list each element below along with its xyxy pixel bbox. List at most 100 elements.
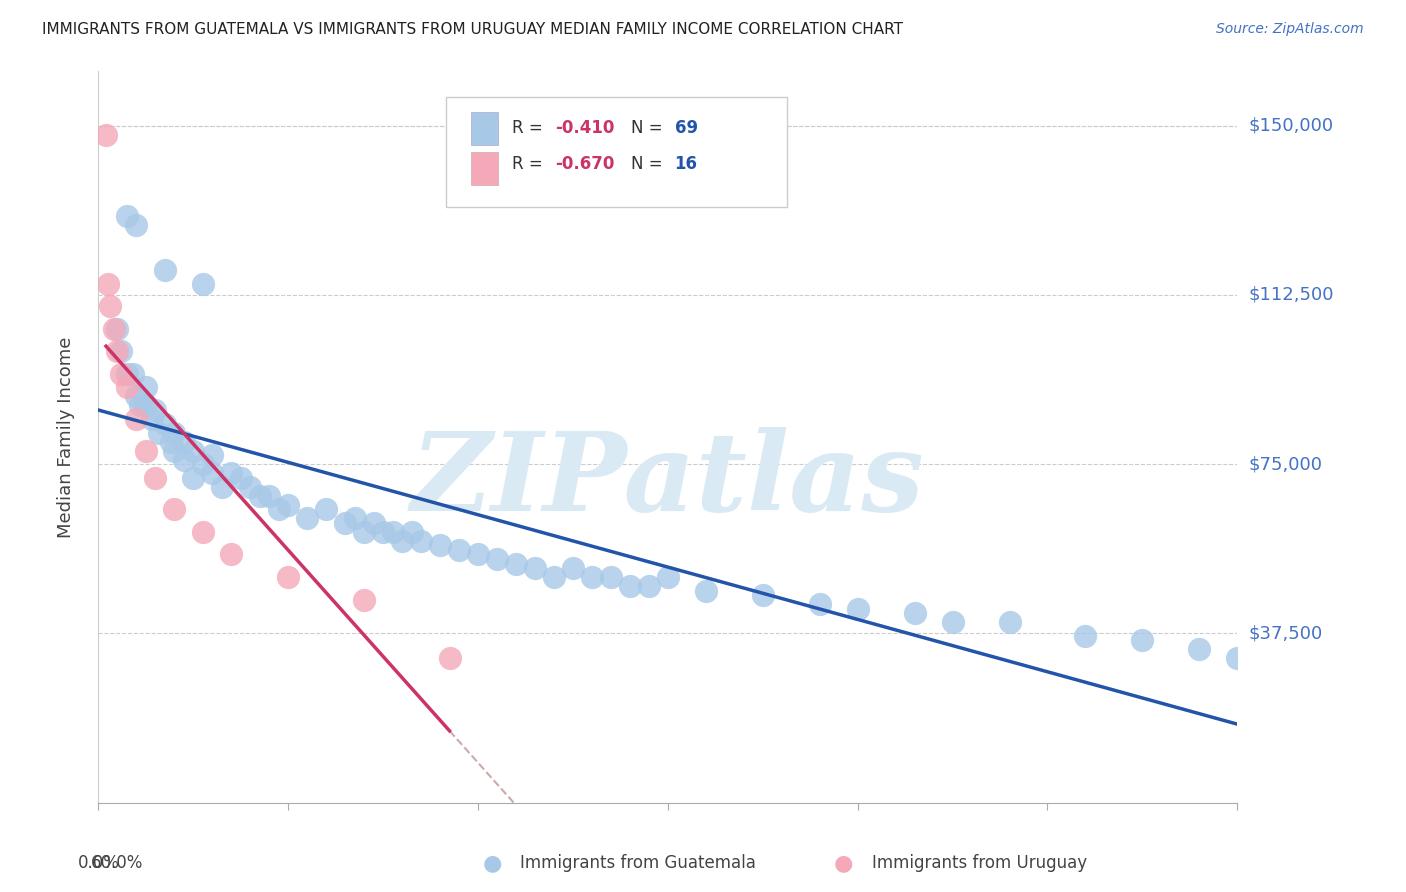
Point [581, 570, 603, 584]
Text: ZIPatlas: ZIPatlas [411, 427, 925, 534]
Point [115, 380, 138, 394]
Point [135, 443, 157, 458]
Point [221, 466, 243, 480]
Text: 16: 16 [675, 155, 697, 173]
Point [752, 588, 775, 602]
Point [159, 434, 181, 449]
Point [173, 434, 195, 449]
Text: IMMIGRANTS FROM GUATEMALA VS IMMIGRANTS FROM URUGUAY MEDIAN FAMILY INCOME CORREL: IMMIGRANTS FROM GUATEMALA VS IMMIGRANTS … [42, 22, 903, 37]
Text: -0.410: -0.410 [555, 119, 614, 136]
Point [277, 570, 299, 584]
Point [145, 471, 167, 485]
Point [486, 552, 509, 566]
Point [638, 579, 661, 593]
Point [315, 502, 337, 516]
Point [524, 561, 547, 575]
Point [98, 299, 121, 313]
Point [110, 367, 132, 381]
Text: Immigrants from Guatemala: Immigrants from Guatemala [520, 855, 756, 872]
Point [153, 417, 176, 431]
Point [173, 452, 195, 467]
Point [363, 516, 385, 530]
Point [353, 524, 375, 539]
Text: $112,500: $112,500 [1249, 285, 1334, 304]
Point [267, 502, 290, 516]
Text: -0.670: -0.670 [555, 155, 614, 173]
Text: $150,000: $150,000 [1249, 117, 1333, 135]
Point [191, 457, 214, 471]
Point [1132, 633, 1154, 648]
Point [391, 533, 413, 548]
Y-axis label: Median Family Income: Median Family Income [56, 336, 75, 538]
Point [846, 601, 869, 615]
Point [401, 524, 423, 539]
Point [353, 592, 375, 607]
Point [163, 425, 186, 440]
Point [107, 344, 129, 359]
Point [221, 548, 243, 562]
Point [125, 389, 148, 403]
Text: $75,000: $75,000 [1249, 455, 1323, 473]
Point [163, 443, 186, 458]
Text: 0.0%: 0.0% [77, 854, 120, 872]
Point [249, 489, 271, 503]
Point [153, 263, 176, 277]
Point [163, 502, 186, 516]
Point [381, 524, 404, 539]
Text: ●: ● [834, 854, 853, 873]
Point [335, 516, 357, 530]
Point [657, 570, 679, 584]
Point [94, 128, 117, 142]
Point [297, 511, 319, 525]
Point [103, 322, 125, 336]
Point [562, 561, 585, 575]
Point [543, 570, 565, 584]
Point [439, 651, 461, 665]
Text: N =: N = [631, 155, 668, 173]
Point [447, 543, 470, 558]
Point [183, 471, 205, 485]
Point [371, 524, 394, 539]
Point [125, 412, 148, 426]
Point [1226, 651, 1249, 665]
Point [115, 209, 138, 223]
Point [135, 380, 157, 394]
Point [191, 524, 214, 539]
Point [191, 277, 214, 291]
Text: Immigrants from Uruguay: Immigrants from Uruguay [872, 855, 1087, 872]
Text: 69: 69 [675, 119, 697, 136]
Point [145, 403, 167, 417]
Point [467, 548, 489, 562]
Point [201, 466, 224, 480]
FancyBboxPatch shape [471, 112, 498, 145]
Point [121, 367, 143, 381]
Text: 60.0%: 60.0% [91, 854, 143, 872]
Point [125, 218, 148, 232]
Point [808, 597, 831, 611]
Point [600, 570, 623, 584]
Point [411, 533, 433, 548]
Point [619, 579, 641, 593]
Point [239, 480, 262, 494]
Point [695, 583, 717, 598]
Point [211, 480, 233, 494]
Point [277, 498, 299, 512]
FancyBboxPatch shape [446, 97, 787, 207]
FancyBboxPatch shape [471, 152, 498, 185]
Text: R =: R = [512, 155, 548, 173]
Point [107, 322, 129, 336]
Point [148, 425, 170, 440]
Text: Source: ZipAtlas.com: Source: ZipAtlas.com [1216, 22, 1364, 37]
Point [343, 511, 366, 525]
Point [904, 606, 927, 620]
Point [129, 399, 152, 413]
Point [505, 557, 527, 571]
Text: R =: R = [512, 119, 548, 136]
Point [1074, 629, 1097, 643]
Point [183, 443, 205, 458]
Text: $37,500: $37,500 [1249, 624, 1323, 642]
Point [110, 344, 132, 359]
Point [229, 471, 252, 485]
Point [115, 367, 138, 381]
Text: ●: ● [482, 854, 502, 873]
